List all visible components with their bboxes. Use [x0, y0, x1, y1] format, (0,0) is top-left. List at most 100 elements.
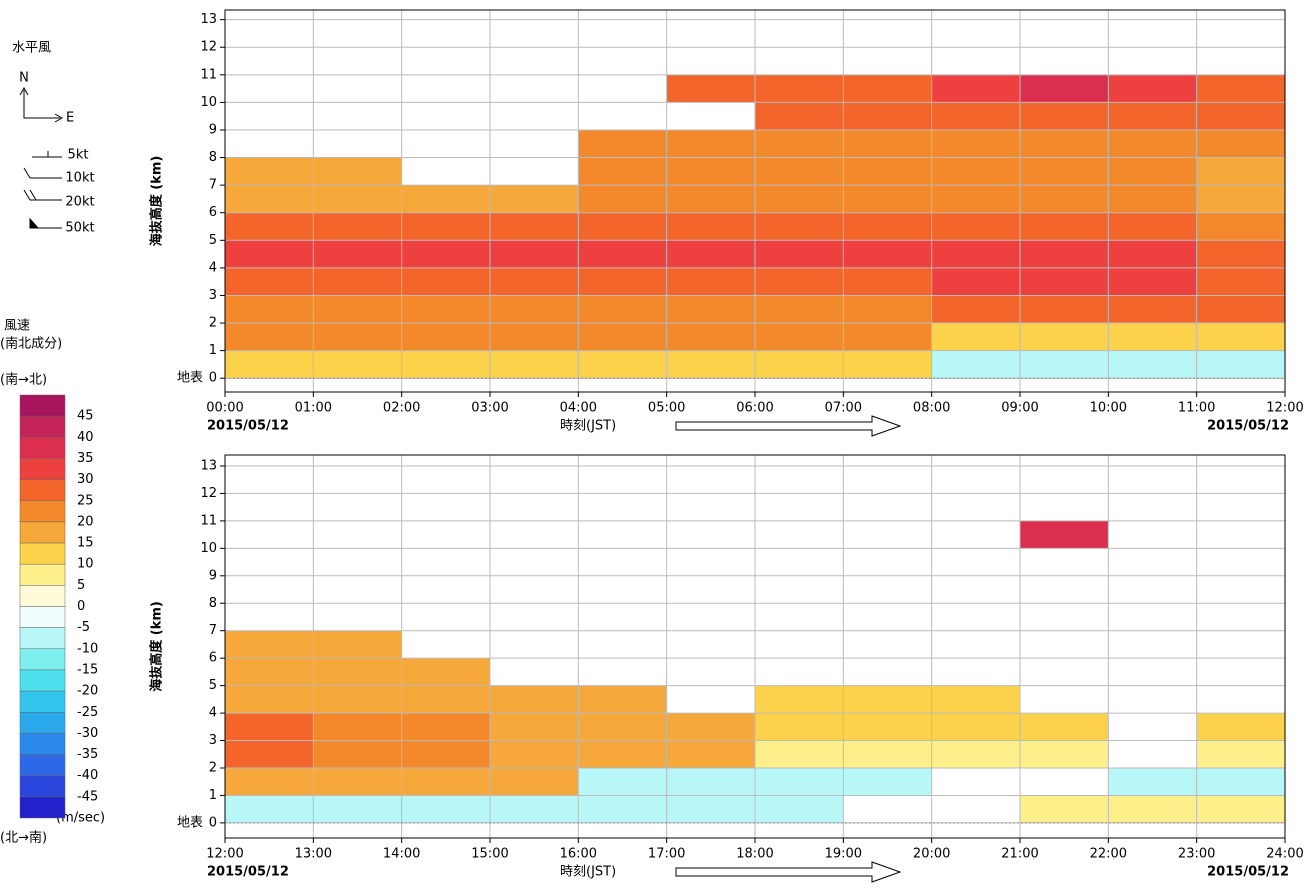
- wind-cell: [666, 74, 755, 103]
- y-tick-label: 5: [209, 678, 217, 693]
- wind-cell: [755, 129, 844, 158]
- wind-cell: [843, 685, 932, 714]
- wind-cell: [1196, 350, 1285, 379]
- wind-cell: [931, 350, 1020, 379]
- wind-cell: [401, 740, 490, 768]
- wind-cell: [1020, 185, 1109, 213]
- wind-cell: [490, 212, 579, 241]
- x-tick-label: 04:00: [560, 401, 597, 416]
- wind-cell: [578, 212, 667, 241]
- wind-cell: [666, 323, 755, 351]
- wind-cell: [1020, 157, 1109, 186]
- colorbar-label: -40: [77, 768, 98, 783]
- colorbar-box: [19, 733, 66, 755]
- colorbar-label: -15: [77, 662, 98, 677]
- colorbar-box: [19, 712, 66, 734]
- colorbar-label: 45: [77, 409, 94, 424]
- colorbar-box: [19, 542, 66, 565]
- colorbar-label: -45: [77, 789, 98, 804]
- x-tick-label: 00:00: [206, 401, 243, 416]
- wind-cell: [1196, 323, 1285, 351]
- colorbar-box: [19, 796, 66, 819]
- wind-cell: [313, 795, 402, 823]
- wind-cell: [225, 767, 314, 796]
- wind-cell: [490, 185, 579, 213]
- wind-cell: [843, 129, 932, 158]
- wind-cell: [578, 267, 667, 296]
- y-tick-label: 8: [209, 596, 217, 611]
- colorbar-box: [19, 606, 66, 628]
- wind-cell: [578, 240, 667, 268]
- wind-cell: [1020, 795, 1109, 823]
- wind-cell: [313, 685, 402, 714]
- wind-cell: [401, 713, 490, 741]
- wind-cell: [1020, 102, 1109, 130]
- x-axis-label: 時刻(JST): [560, 419, 616, 434]
- colorbar-label: -30: [77, 726, 98, 741]
- barb-glyph: [32, 151, 62, 158]
- wind-cell: [1020, 520, 1109, 549]
- date-right: 2015/05/12: [1207, 865, 1289, 880]
- east-label: E: [66, 111, 74, 126]
- y-tick-label: 2: [209, 760, 217, 775]
- barb-glyph: [23, 189, 62, 201]
- wind-cell: [666, 350, 755, 379]
- x-tick-label: 02:00: [383, 401, 420, 416]
- wind-cell: [666, 767, 755, 796]
- wind-cell: [666, 212, 755, 241]
- wind-cell: [931, 323, 1020, 351]
- x-tick-label: 21:00: [1001, 847, 1038, 862]
- x-tick-label: 13:00: [295, 847, 332, 862]
- x-tick-label: 18:00: [736, 847, 773, 862]
- colorbar-label: 35: [77, 451, 94, 466]
- wind-cell: [931, 713, 1020, 741]
- colorbar-box: [19, 415, 66, 438]
- wind-cell: [755, 212, 844, 241]
- wind-cell: [490, 713, 579, 741]
- x-tick-label: 12:00: [206, 847, 243, 862]
- x-tick-label: 16:00: [560, 847, 597, 862]
- colorbar-top-label: (南→北): [0, 372, 47, 388]
- colorbar-label: 40: [77, 430, 94, 445]
- x-tick-label: 01:00: [295, 401, 332, 416]
- x-tick-label: 14:00: [383, 847, 420, 862]
- wind-cell: [755, 323, 844, 351]
- wind-cell: [225, 240, 314, 268]
- ground-label: 地表: [177, 815, 203, 830]
- wind-cell: [931, 685, 1020, 714]
- wind-cell: [1108, 74, 1197, 103]
- x-tick-label: 23:00: [1178, 847, 1215, 862]
- time-arrow: [675, 861, 902, 883]
- date-left: 2015/05/12: [207, 865, 289, 880]
- wind-cell: [225, 157, 314, 186]
- x-tick-label: 03:00: [471, 401, 508, 416]
- wind-cell: [755, 740, 844, 768]
- wind-cell: [931, 102, 1020, 130]
- colorbar-label: -5: [77, 620, 90, 635]
- x-tick-label: 05:00: [648, 401, 685, 416]
- y-tick-label: 6: [209, 205, 217, 220]
- wind-cell: [1196, 795, 1285, 823]
- x-tick-label: 17:00: [648, 847, 685, 862]
- date-right: 2015/05/12: [1207, 419, 1289, 434]
- y-tick-label: 0: [209, 371, 217, 386]
- wind-cell: [578, 129, 667, 158]
- barb-label: 50kt: [65, 221, 94, 236]
- wind-cell: [401, 323, 490, 351]
- wind-cell: [843, 740, 932, 768]
- y-tick-label: 11: [200, 67, 217, 82]
- wind-cell: [1020, 740, 1109, 768]
- colorbar-box: [19, 585, 66, 607]
- y-tick-label: 1: [209, 343, 217, 358]
- barb-label: 5kt: [68, 148, 89, 163]
- wind-cell: [843, 350, 932, 379]
- wind-cell: [225, 795, 314, 823]
- wind-cell: [490, 323, 579, 351]
- y-tick-label: 8: [209, 150, 217, 165]
- wind-cell: [931, 185, 1020, 213]
- wind-cell: [1020, 240, 1109, 268]
- wind-cell: [490, 267, 579, 296]
- wind-cell: [401, 212, 490, 241]
- wind-cell: [666, 295, 755, 324]
